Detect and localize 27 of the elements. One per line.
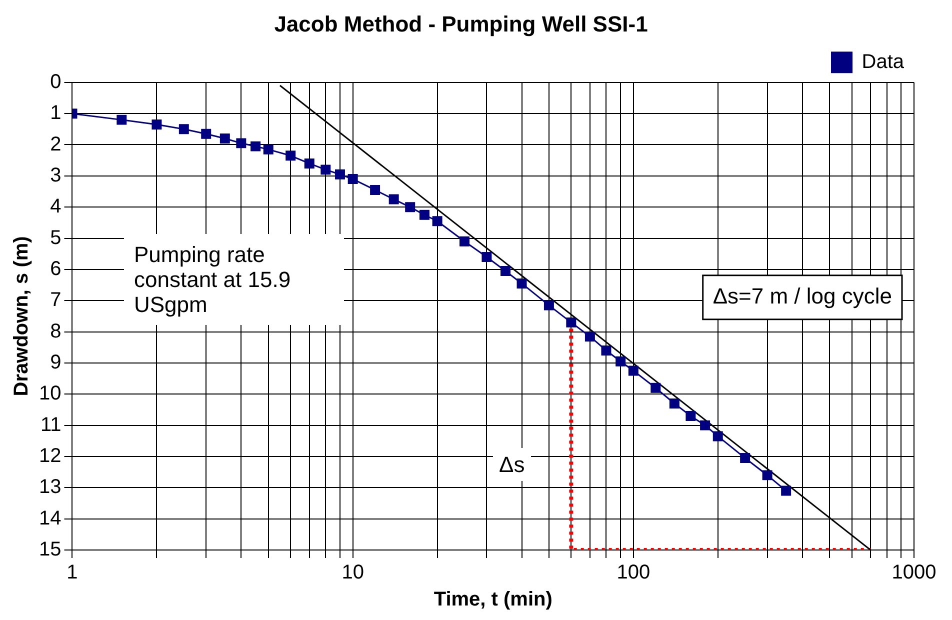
- y-tick-label: 2: [50, 133, 62, 156]
- x-tick-label: 1000: [892, 562, 936, 584]
- y-tick-label: 5: [50, 226, 62, 249]
- y-tick-label: 14: [38, 507, 62, 530]
- x-tick-label: 10: [342, 562, 364, 584]
- x-tick-label: 1: [66, 562, 78, 584]
- annotation: Pumping rate constant at 15.9 USgpm: [124, 234, 344, 325]
- y-tick-label: 13: [38, 476, 62, 498]
- x-tick-label: 100: [616, 562, 650, 584]
- y-tick-label: 10: [38, 382, 62, 405]
- y-tick-label: 0: [50, 70, 62, 93]
- y-tick-label: 3: [50, 164, 62, 186]
- y-tick-label: 4: [50, 196, 62, 218]
- x-axis-title: Time, t (min): [434, 588, 552, 611]
- annotation: Δs: [493, 448, 531, 481]
- y-tick-label: 6: [50, 258, 62, 280]
- legend-label: Data: [862, 50, 905, 73]
- chart-title: Jacob Method - Pumping Well SSI-1: [274, 11, 648, 36]
- y-tick-label: 11: [40, 414, 62, 436]
- y-tick-label: 15: [38, 538, 62, 561]
- y-tick-label: 7: [50, 289, 62, 312]
- y-tick-label: 8: [50, 320, 62, 342]
- y-tick-label: 12: [38, 444, 62, 467]
- annotation: Δs=7 m / log cycle: [712, 283, 892, 308]
- y-tick-label: 9: [50, 351, 62, 374]
- y-axis-title: Drawdown, s (m): [10, 236, 33, 396]
- y-tick-label: 1: [50, 102, 62, 124]
